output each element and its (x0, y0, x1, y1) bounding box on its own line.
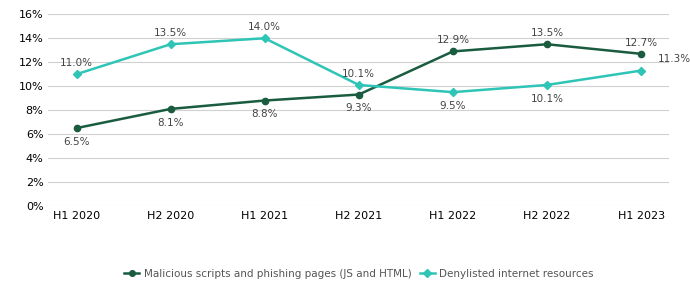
Denylisted internet resources (448, 90, 457, 94)
Text: 12.7%: 12.7% (624, 38, 658, 48)
Legend: Malicious scripts and phishing pages (JS and HTML), Denylisted internet resource: Malicious scripts and phishing pages (JS… (119, 265, 598, 283)
Text: 11.0%: 11.0% (60, 58, 93, 68)
Text: 8.1%: 8.1% (157, 118, 184, 128)
Malicious scripts and phishing pages (JS and HTML) (166, 107, 175, 111)
Denylisted internet resources (72, 72, 81, 76)
Line: Denylisted internet resources: Denylisted internet resources (74, 35, 644, 95)
Line: Malicious scripts and phishing pages (JS and HTML): Malicious scripts and phishing pages (JS… (73, 41, 644, 131)
Text: 12.9%: 12.9% (436, 35, 469, 45)
Malicious scripts and phishing pages (JS and HTML) (543, 43, 551, 46)
Text: 8.8%: 8.8% (251, 110, 278, 120)
Malicious scripts and phishing pages (JS and HTML) (355, 93, 363, 96)
Malicious scripts and phishing pages (JS and HTML) (448, 50, 457, 53)
Text: 13.5%: 13.5% (531, 28, 564, 38)
Text: 11.3%: 11.3% (658, 54, 690, 64)
Malicious scripts and phishing pages (JS and HTML) (72, 126, 81, 130)
Text: 9.5%: 9.5% (440, 101, 466, 111)
Text: 6.5%: 6.5% (63, 137, 90, 147)
Text: 14.0%: 14.0% (248, 22, 282, 32)
Denylisted internet resources (355, 83, 363, 87)
Denylisted internet resources (543, 83, 551, 87)
Text: 10.1%: 10.1% (531, 94, 564, 104)
Denylisted internet resources (166, 43, 175, 46)
Malicious scripts and phishing pages (JS and HTML) (637, 52, 645, 55)
Denylisted internet resources (261, 37, 269, 40)
Text: 10.1%: 10.1% (342, 69, 375, 79)
Text: 9.3%: 9.3% (346, 104, 372, 114)
Text: 13.5%: 13.5% (154, 28, 187, 38)
Malicious scripts and phishing pages (JS and HTML) (261, 99, 269, 102)
Denylisted internet resources (637, 69, 645, 72)
